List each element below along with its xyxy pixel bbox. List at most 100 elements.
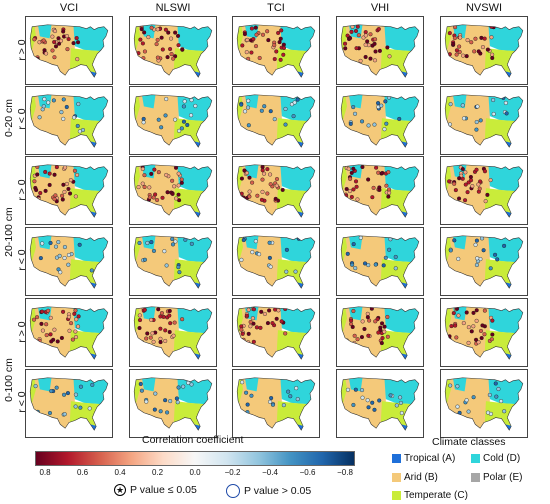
- site-marker: [49, 339, 54, 344]
- colorbar-tick: 0.2: [151, 468, 164, 477]
- conus-outline: [133, 306, 213, 360]
- site-marker: [139, 27, 144, 32]
- site-marker: [173, 30, 178, 35]
- legend-arid: Arid (B): [392, 472, 438, 483]
- site-marker: [87, 406, 92, 411]
- site-marker: [242, 32, 247, 37]
- site-marker: [377, 187, 382, 192]
- site-marker: [354, 46, 359, 51]
- site-marker: [240, 43, 245, 48]
- site-marker: [158, 314, 163, 319]
- site-marker: [144, 336, 149, 341]
- site-marker: [488, 266, 493, 271]
- site-marker: [274, 316, 279, 321]
- site-marker: [174, 396, 179, 401]
- site-marker: [468, 178, 474, 183]
- site-marker: [55, 339, 60, 344]
- climate-zone: [30, 24, 36, 52]
- site-marker: [470, 184, 475, 189]
- climate-zone: [69, 118, 108, 148]
- site-marker: [250, 180, 255, 185]
- site-marker: [75, 172, 80, 178]
- site-marker: [494, 394, 499, 399]
- climate-zone: [30, 164, 36, 192]
- climate-zone: [134, 306, 140, 334]
- site-marker: [239, 176, 244, 181]
- site-marker: [368, 32, 373, 37]
- conus-outline: [444, 306, 524, 360]
- column-title-nlswi: NLSWI: [155, 2, 191, 14]
- climate-zone: [383, 377, 419, 405]
- site-marker: [51, 98, 56, 103]
- site-marker: [246, 307, 251, 312]
- site-marker: [451, 41, 456, 47]
- site-marker: [151, 339, 156, 344]
- colorbar-tick: 0.4: [114, 468, 126, 477]
- site-marker: [244, 390, 249, 395]
- site-marker: [90, 382, 95, 387]
- site-marker: [72, 168, 77, 173]
- site-marker: [480, 45, 485, 50]
- site-marker: [359, 388, 365, 393]
- site-marker: [245, 37, 250, 42]
- colorbar-tick: −0.4: [262, 468, 278, 477]
- site-marker: [163, 328, 168, 333]
- site-marker: [476, 340, 481, 345]
- site-marker: [66, 186, 71, 191]
- site-marker: [182, 99, 187, 104]
- site-marker: [370, 400, 375, 405]
- site-marker: [355, 24, 360, 29]
- climate-zone: [30, 235, 36, 263]
- site-marker: [149, 25, 154, 30]
- depth-label-20-100: 20-100 cm: [3, 207, 15, 257]
- site-marker: [61, 182, 66, 187]
- site-marker: [373, 37, 378, 42]
- climate-zone: [279, 235, 315, 263]
- site-marker: [165, 410, 170, 415]
- site-marker: [351, 402, 356, 407]
- site-marker: [250, 316, 255, 321]
- climate-zone: [341, 94, 347, 122]
- site-marker: [246, 331, 251, 336]
- site-marker: [168, 321, 173, 326]
- site-marker: [268, 399, 273, 404]
- site-marker: [149, 240, 154, 245]
- site-marker: [66, 262, 71, 267]
- legend-temperate: Temperate (C): [392, 490, 468, 501]
- site-marker: [181, 104, 186, 109]
- site-marker: [153, 192, 158, 197]
- site-marker: [138, 381, 143, 387]
- site-marker: [372, 122, 377, 127]
- site-marker: [78, 384, 83, 389]
- site-marker: [59, 110, 64, 115]
- site-marker: [254, 325, 259, 330]
- site-marker: [482, 36, 487, 41]
- site-marker: [365, 398, 370, 403]
- site-marker: [246, 98, 251, 103]
- site-marker: [181, 384, 186, 389]
- site-marker: [43, 188, 48, 193]
- site-marker: [372, 41, 377, 46]
- column-title-tci: TCI: [267, 2, 285, 14]
- site-marker: [496, 386, 501, 392]
- climate-zone: [341, 306, 347, 334]
- site-marker: [379, 103, 384, 108]
- site-marker: [352, 333, 357, 338]
- site-marker: [279, 28, 284, 33]
- site-marker: [52, 55, 57, 60]
- site-marker: [164, 97, 169, 102]
- climate-zone: [134, 164, 140, 192]
- site-marker: [398, 395, 403, 400]
- site-marker: [40, 309, 45, 314]
- site-marker: [67, 328, 72, 333]
- site-marker: [293, 269, 298, 274]
- map-panel: [129, 16, 217, 85]
- site-marker: [147, 185, 152, 190]
- site-marker: [246, 123, 251, 128]
- site-marker: [471, 324, 476, 329]
- site-marker: [356, 33, 361, 38]
- climate-zone: [279, 24, 315, 52]
- site-marker: [353, 111, 358, 116]
- site-marker: [165, 55, 170, 60]
- site-marker: [359, 335, 364, 340]
